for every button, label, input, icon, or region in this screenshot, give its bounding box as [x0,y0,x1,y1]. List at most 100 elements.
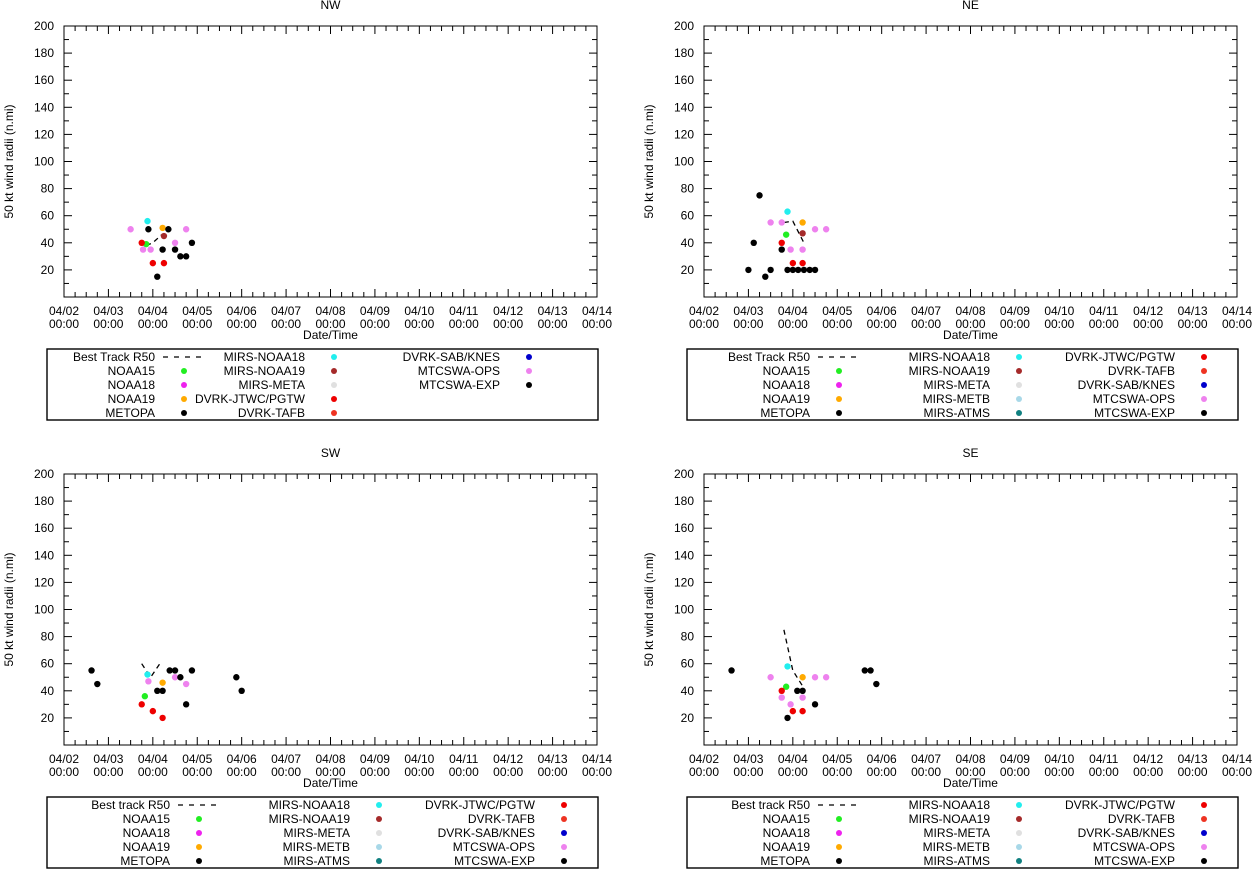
x-tick-label-date: 04/07 [911,752,941,766]
data-point [867,667,874,674]
x-tick-label-time: 00:00 [538,765,568,779]
legend-swatch-dvrk-tafb [561,816,567,822]
x-tick-label-date: 04/11 [449,752,478,766]
y-tick-label: 160 [674,73,694,87]
legend-label: DVRK-SAB/KNES [1078,826,1175,840]
x-tick-label-date: 04/05 [182,304,212,318]
chart-panel-nw: NW04/0200:0004/0300:0004/0400:0004/0500:… [2,0,612,421]
legend-label: MIRS-ATMS [924,854,990,868]
legend-label: MIRS-ATMS [924,406,990,420]
best-track-line [783,220,805,244]
y-tick-label: 200 [674,467,694,481]
x-tick-label-date: 04/12 [1133,752,1163,766]
series-mtcswa-exp [145,226,196,280]
series-noaa19 [159,679,166,686]
legend-swatch-mirs-meta [376,830,382,836]
y-tick-label: 200 [34,467,54,481]
chart-panel-sw: SW04/0200:0004/0300:0004/0400:0004/0500:… [2,446,612,869]
x-tick-label-time: 00:00 [182,765,212,779]
legend-label: MIRS-META [239,378,305,392]
legend-swatch-mtcswa-exp [1201,858,1207,864]
data-point [811,674,819,681]
x-tick-label-date: 04/14 [1222,752,1252,766]
y-tick-label: 100 [34,603,54,617]
x-tick-label-time: 00:00 [1044,765,1074,779]
y-axis-label: 50 kt wind radii (n.mi) [642,552,656,666]
y-tick-label: 20 [41,263,55,277]
x-tick-label-time: 00:00 [1178,317,1208,331]
x-tick-label-time: 00:00 [360,765,390,779]
x-tick-label-time: 00:00 [1000,317,1030,331]
data-point [177,674,184,681]
legend-swatch-noaa18 [196,830,202,836]
series-mirs-noaa18 [144,217,151,225]
x-tick-label-date: 04/08 [315,304,345,318]
legend-label: MTCSWA-EXP [1094,854,1175,868]
x-tick-label-time: 00:00 [1178,765,1208,779]
legend-swatch-mtcswa-exp [561,858,567,864]
x-tick-label-time: 00:00 [138,317,168,331]
x-tick-label-date: 04/12 [1133,304,1163,318]
legend-swatch-noaa15 [836,368,842,374]
x-tick-label-date: 04/06 [227,752,257,766]
legend-box [46,348,599,421]
x-tick-label-time: 00:00 [49,317,79,331]
x-tick-label-date: 04/07 [271,752,301,766]
legend-label: DVRK-SAB/KNES [403,350,500,364]
y-tick-label: 80 [681,182,695,196]
data-point [806,266,813,274]
x-tick-label-time: 00:00 [271,317,301,331]
legend-label: MTCSWA-OPS [1093,392,1175,406]
legend-label: DVRK-JTWC/PGTW [195,392,306,406]
x-tick-label-time: 00:00 [404,765,434,779]
x-tick-label-time: 00:00 [911,317,941,331]
x-axis-label: Date/Time [303,328,358,342]
x-tick-label-date: 04/03 [93,304,123,318]
series-dvrk-jtwc [138,701,166,722]
x-tick-label-date: 04/04 [138,752,168,766]
data-point [799,687,806,694]
x-tick-label-date: 04/14 [1222,304,1252,318]
legend-label: MIRS-META [284,826,350,840]
data-point [822,226,830,233]
data-point [811,266,819,274]
y-tick-label: 40 [681,684,695,698]
data-point [728,667,735,674]
legend-label: MIRS-METB [923,392,990,406]
legend-swatch-mirs-atms [376,858,382,864]
legend-label: MIRS-META [924,826,990,840]
data-point [188,667,196,674]
x-tick-label-date: 04/03 [733,304,763,318]
x-tick-label-time: 00:00 [227,765,257,779]
legend-label: MTCSWA-OPS [1093,840,1175,854]
x-tick-label-time: 00:00 [1089,317,1119,331]
legend-swatch-noaa19 [196,844,202,850]
legend-swatch-dvrk-sab [1201,382,1207,388]
series-dvrk-jtwc [778,239,806,267]
data-point [171,674,179,681]
x-tick-label-time: 00:00 [733,765,763,779]
series-mirs-noaa18 [784,663,791,670]
x-tick-label-time: 00:00 [182,317,212,331]
data-point [182,701,190,708]
x-tick-label-time: 00:00 [1222,317,1252,331]
legend-label: Best Track R50 [73,350,155,364]
legend-label: NOAA15 [108,364,156,378]
data-point [141,693,149,700]
y-tick-label: 40 [681,236,695,250]
data-point [861,667,868,674]
legend-label: DVRK-SAB/KNES [1078,378,1175,392]
y-tick-label: 120 [674,575,694,589]
legend-label: NOAA19 [763,840,811,854]
series-mtcswa-ops [127,226,190,253]
y-tick-label: 140 [674,548,694,562]
x-axis-label: Date/Time [943,776,998,790]
x-tick-label-date: 04/02 [49,752,79,766]
data-point [799,230,806,237]
data-point [778,694,785,701]
y-tick-label: 100 [674,603,694,617]
data-point [149,707,157,715]
legend-swatch-mirs-noaa18 [331,354,337,360]
y-tick-label: 60 [681,209,695,223]
chart-panel-se: SE04/0200:0004/0300:0004/0400:0004/0500:… [642,446,1252,869]
